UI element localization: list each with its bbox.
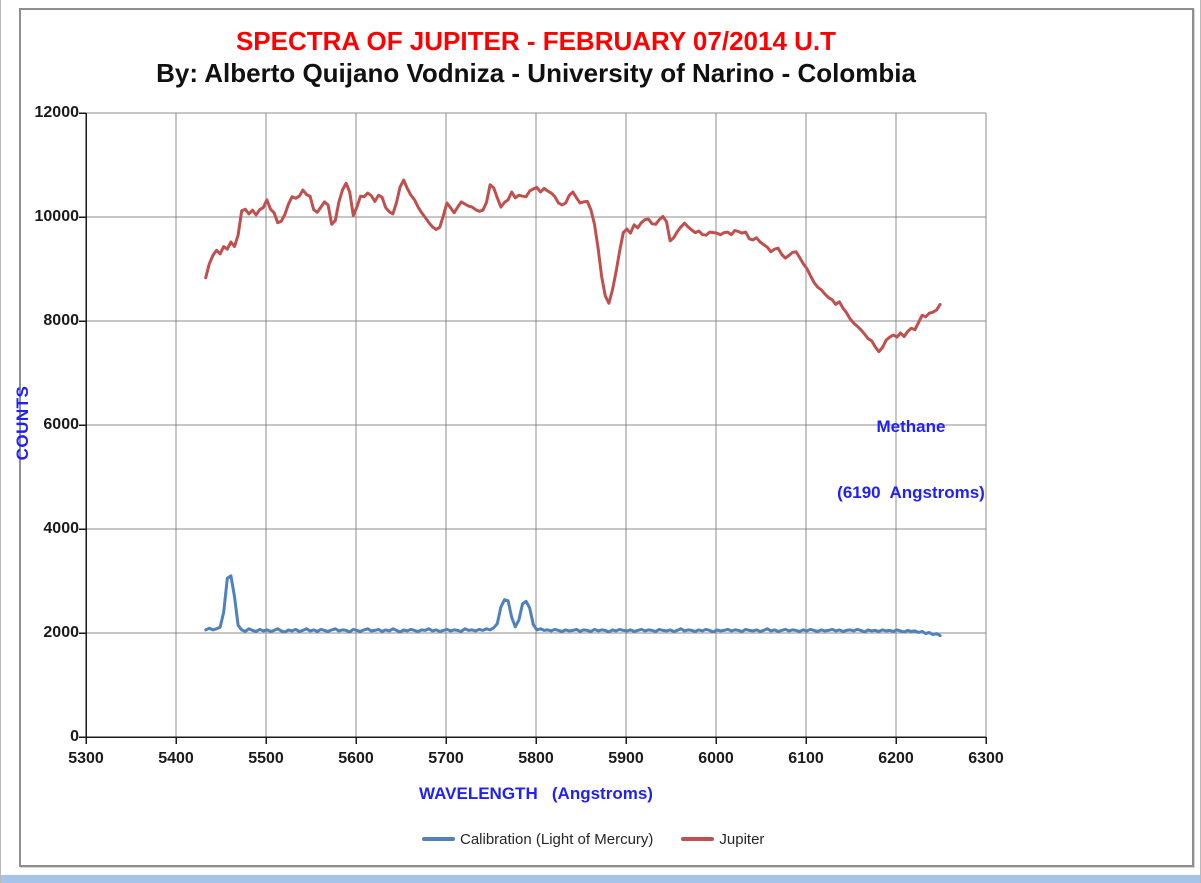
x-tick-label: 6300 <box>968 750 1004 767</box>
calibration-line-swatch-icon <box>422 837 455 841</box>
legend-label-calibration: Calibration (Light of Mercury) <box>460 830 654 848</box>
chart-title: SPECTRA OF JUPITER - FEBRUARY 07/2014 U.… <box>235 26 837 56</box>
x-tick-label: 5800 <box>518 750 554 767</box>
jupiter-series-line <box>204 178 942 354</box>
y-tick-label: 4000 <box>43 520 79 537</box>
methane-annotation-line2: (6190 Angstroms) <box>837 483 985 502</box>
chart-subtitle: By: Alberto Quijano Vodniza - University… <box>156 58 916 88</box>
calibration-series-line <box>204 574 942 638</box>
chart-frame <box>19 8 1194 867</box>
x-tick-label: 5600 <box>338 750 374 767</box>
legend-label-jupiter: Jupiter <box>719 830 765 848</box>
jupiter-line-swatch-icon <box>681 837 715 841</box>
y-tick-label: 0 <box>70 728 79 745</box>
x-tick-label: 5700 <box>428 750 464 767</box>
x-tick-label: 6000 <box>698 750 734 767</box>
legend-item-jupiter: Jupiter <box>681 831 764 848</box>
x-tick-label: 5900 <box>608 750 644 767</box>
x-tick-label: 6100 <box>788 750 824 767</box>
y-tick-label: 2000 <box>43 624 79 641</box>
slide-bottom-accent-bar <box>1 875 1200 883</box>
methane-annotation-line1: Methane <box>876 417 946 436</box>
x-tick-label: 5300 <box>68 750 104 767</box>
y-tick-label: 8000 <box>43 312 79 329</box>
x-tick-label: 5400 <box>158 750 194 767</box>
x-tick-label: 6200 <box>878 750 914 767</box>
y-tick-label: 10000 <box>34 208 80 225</box>
y-tick-label: 12000 <box>34 104 80 121</box>
legend: Calibration (Light of Mercury) Jupiter <box>422 828 764 850</box>
x-axis-title: WAVELENGTH (Angstroms) <box>419 784 653 803</box>
methane-annotation: Methane (6190 Angstroms) <box>837 372 985 548</box>
legend-item-calibration: Calibration (Light of Mercury) <box>422 831 653 848</box>
y-tick-label: 6000 <box>43 416 79 433</box>
x-tick-label: 5500 <box>248 750 284 767</box>
